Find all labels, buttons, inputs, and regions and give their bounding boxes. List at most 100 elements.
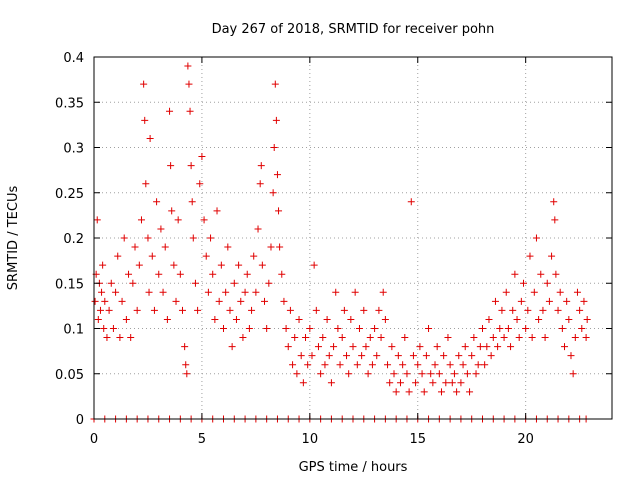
data-point [280, 297, 288, 305]
data-point [392, 388, 400, 396]
data-point [362, 343, 370, 351]
data-point [347, 315, 355, 323]
data-point [498, 306, 506, 314]
data-point [504, 325, 512, 332]
data-point [502, 288, 510, 296]
grid-lines [94, 57, 612, 419]
data-point [241, 288, 249, 296]
data-point [461, 343, 469, 351]
data-point [153, 198, 161, 206]
data-point [140, 80, 148, 88]
data-point [114, 252, 122, 260]
data-point [248, 306, 256, 314]
data-point [252, 288, 260, 296]
data-point [93, 216, 101, 224]
data-point [243, 270, 251, 278]
data-point [209, 270, 217, 278]
x-tick-label: 5 [198, 432, 206, 447]
data-point [101, 297, 109, 305]
data-point [239, 334, 247, 342]
data-point [427, 370, 435, 378]
y-axis-label: SRMTID / TECUs [6, 186, 21, 291]
y-tick-label: 0.05 [55, 368, 84, 383]
data-point [207, 234, 215, 242]
x-tick-label: 10 [302, 432, 319, 447]
data-point [466, 388, 474, 396]
data-point [412, 379, 420, 387]
data-point [275, 207, 283, 215]
data-point [100, 325, 108, 332]
data-point [125, 270, 133, 278]
data-points [90, 62, 591, 423]
data-point [270, 144, 278, 151]
data-point [222, 288, 230, 296]
data-point [340, 306, 348, 314]
data-point [217, 261, 225, 269]
data-point [129, 279, 137, 287]
data-point [319, 334, 327, 342]
data-point [327, 379, 335, 387]
data-point [405, 388, 413, 396]
data-point [558, 325, 566, 332]
data-point [150, 306, 158, 314]
data-point [185, 80, 193, 88]
data-point [188, 198, 196, 206]
data-point [135, 261, 143, 269]
data-point [116, 334, 124, 342]
data-point [526, 252, 534, 260]
data-point [94, 315, 102, 323]
data-point [144, 234, 152, 242]
data-point [355, 325, 363, 332]
y-tick-label: 0.15 [55, 277, 84, 292]
data-point [489, 334, 497, 342]
data-point [446, 361, 454, 369]
data-point [194, 306, 202, 314]
x-axis-label: GPS time / hours [299, 460, 408, 475]
data-point [183, 370, 191, 378]
data-point [487, 352, 495, 360]
data-point [127, 334, 135, 342]
data-point [360, 306, 368, 314]
y-tick-label: 0.2 [63, 232, 84, 247]
data-point [178, 306, 186, 314]
data-point [539, 306, 547, 314]
data-point [573, 288, 581, 296]
data-point [198, 153, 206, 161]
data-point [334, 325, 342, 332]
data-point [522, 325, 530, 332]
data-point [394, 352, 402, 360]
data-point [310, 261, 318, 269]
data-point [271, 80, 279, 88]
data-point [273, 171, 281, 179]
data-point [200, 216, 208, 224]
data-point [442, 379, 450, 387]
data-point [321, 361, 329, 369]
data-point [224, 243, 232, 251]
data-point [485, 315, 493, 323]
data-point [323, 315, 331, 323]
data-point [371, 325, 379, 332]
data-point [455, 352, 463, 360]
data-point [366, 334, 374, 342]
data-point [345, 370, 353, 378]
y-tick-label: 0.3 [63, 142, 84, 157]
data-point [256, 180, 264, 188]
data-point [543, 279, 551, 287]
data-point [91, 297, 99, 305]
data-point [535, 315, 543, 323]
data-point [211, 315, 219, 323]
data-point [517, 297, 525, 305]
data-point [474, 361, 482, 369]
data-point [457, 379, 465, 387]
data-point [308, 352, 316, 360]
data-point [463, 370, 471, 378]
data-point [388, 343, 396, 351]
data-point [196, 180, 204, 188]
data-point [181, 343, 189, 351]
data-point [263, 325, 271, 332]
data-point [479, 325, 486, 332]
data-point [286, 306, 294, 314]
data-point [431, 361, 439, 369]
data-point [163, 315, 171, 323]
chart-title: Day 267 of 2018, SRMTID for receiver poh… [212, 22, 495, 37]
